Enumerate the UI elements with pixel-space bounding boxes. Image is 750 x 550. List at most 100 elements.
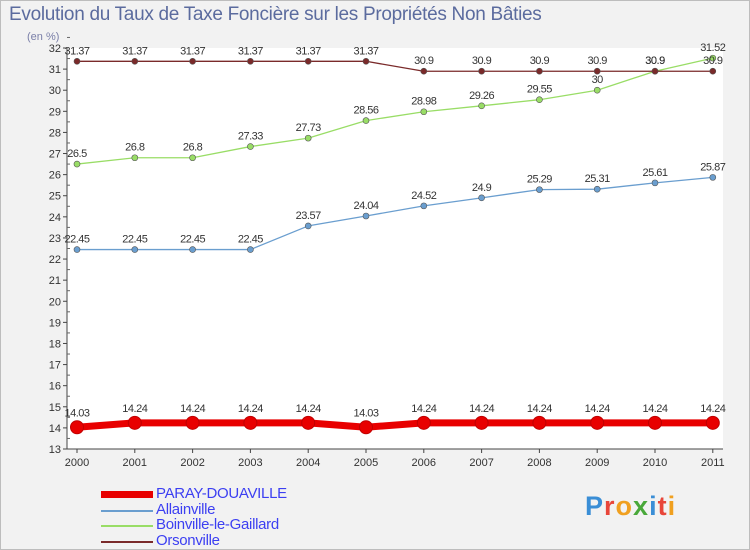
data-label: 30.9: [645, 55, 665, 67]
data-point: [474, 415, 489, 430]
data-point: [73, 246, 81, 253]
data-label: 31.37: [238, 45, 263, 57]
x-tick-label: 2005: [354, 457, 378, 469]
legend-swatch: [101, 540, 153, 543]
x-tick-label: 2010: [643, 457, 667, 469]
data-point: [243, 415, 258, 430]
data-point: [304, 222, 312, 230]
data-point: [651, 179, 659, 187]
y-tick-label: 18: [49, 338, 61, 350]
y-tick-label: 16: [49, 381, 61, 393]
data-point: [478, 194, 485, 202]
data-label: 24.52: [411, 190, 436, 202]
y-tick-label: 32: [49, 43, 61, 55]
x-tick-label: 2001: [123, 457, 147, 469]
data-label: 14.24: [411, 403, 436, 415]
data-label: 24.04: [353, 200, 378, 212]
y-tick-label: 26: [49, 170, 61, 182]
y-tick-label: 21: [49, 275, 61, 287]
y-tick-label: 14: [49, 423, 61, 435]
data-label: 14.24: [238, 403, 263, 415]
data-label: 14.24: [122, 403, 147, 415]
data-point: [247, 57, 254, 65]
y-tick-label: 24: [49, 212, 61, 224]
data-point: [705, 415, 720, 430]
data-label: 31.37: [180, 45, 205, 57]
y-tick-label: 27: [49, 149, 61, 161]
data-label: 14.24: [469, 403, 494, 415]
data-label: 31.37: [353, 45, 378, 57]
data-point: [709, 174, 717, 181]
x-tick-label: 2002: [180, 457, 204, 469]
data-point: [127, 415, 142, 430]
x-tick-label: 2008: [527, 457, 551, 469]
x-tick-label: 2000: [65, 457, 89, 469]
data-point: [532, 415, 547, 430]
data-point: [131, 57, 139, 65]
y-tick-label: 28: [49, 127, 61, 139]
legend-label: PARAY-DOUAVILLE: [156, 485, 287, 502]
data-point: [247, 246, 254, 253]
data-point: [189, 154, 196, 162]
plot-area: [67, 48, 723, 449]
data-point: [131, 154, 139, 162]
y-tick-label: 17: [49, 360, 61, 372]
data-point: [478, 102, 485, 110]
data-label: 28.98: [411, 96, 436, 108]
x-tick-label: 2004: [296, 457, 320, 469]
data-label: 31.37: [296, 45, 321, 57]
y-tick-label: 25: [49, 191, 61, 203]
data-label: 14.24: [527, 403, 552, 415]
data-label: 14.24: [700, 403, 725, 415]
data-point: [420, 67, 428, 75]
data-point: [189, 246, 196, 253]
data-label: 24.9: [472, 182, 492, 194]
data-label: 26.8: [125, 142, 145, 154]
data-label: 30.9: [703, 55, 723, 67]
logo-letter: r: [604, 491, 616, 521]
data-point: [593, 86, 601, 94]
y-tick-label: 20: [49, 296, 61, 308]
data-point: [651, 67, 659, 75]
x-tick-label: 2011: [701, 457, 725, 469]
series-line-2: [76, 57, 713, 165]
y-tick-label: 30: [49, 85, 61, 97]
data-label: 28.56: [353, 105, 378, 117]
y-tick-label: 29: [49, 106, 61, 118]
data-label: 14.03: [353, 407, 378, 419]
data-point: [536, 186, 543, 193]
data-label: 31.37: [64, 45, 89, 57]
data-label: 22.45: [180, 234, 205, 246]
data-point: [185, 415, 200, 430]
data-point: [416, 415, 431, 430]
y-tick-label: 23: [49, 233, 61, 245]
data-label: 22.45: [238, 234, 263, 246]
y-tick-label: 13: [49, 444, 61, 456]
series-line-3: [77, 60, 713, 72]
logo-letter: P: [585, 491, 605, 521]
legend-swatch: [101, 509, 153, 512]
data-point: [536, 96, 543, 104]
legend-swatch: [101, 525, 153, 527]
data-point: [301, 415, 316, 430]
data-label: 26.5: [67, 148, 87, 160]
data-point: [70, 420, 84, 435]
y-tick-label: 22: [49, 254, 61, 266]
data-point: [709, 67, 717, 75]
logo-letter: x: [633, 491, 650, 521]
legend-swatch: [101, 491, 153, 498]
data-point: [189, 57, 196, 65]
data-label: 30.9: [530, 55, 550, 67]
data-label: 30.9: [414, 55, 434, 67]
logo-letter: o: [615, 491, 634, 521]
legend-label: Allainville: [156, 500, 216, 518]
data-point: [593, 185, 601, 193]
legend-label: Orsonville: [156, 531, 220, 549]
series-line-0: [76, 419, 713, 431]
data-point: [478, 67, 485, 75]
data-label: 27.33: [238, 131, 263, 143]
data-label: 14.03: [64, 407, 89, 419]
series-line-1: [77, 176, 713, 251]
